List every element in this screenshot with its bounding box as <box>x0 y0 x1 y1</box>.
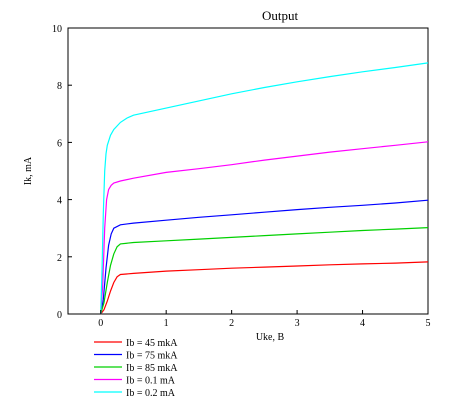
x-axis-label: Uke, B <box>256 332 285 343</box>
series-line-4 <box>100 141 429 315</box>
series-layer <box>100 62 429 315</box>
x-axis-ticks: 0 1 2 3 4 5 <box>98 310 431 329</box>
y-tick-label: 2 <box>57 253 62 264</box>
series-line-2 <box>100 199 429 315</box>
y-tick-label: 0 <box>57 310 62 321</box>
chart-title: Output <box>262 8 299 23</box>
series-line-5 <box>100 62 429 315</box>
series-line-1 <box>100 261 429 315</box>
y-axis-ticks: 0 2 4 6 8 10 <box>52 24 72 321</box>
legend-label-5: Ib = 0.2 mA <box>126 388 176 399</box>
x-tick-label: 2 <box>229 318 234 329</box>
legend-label-1: Ib = 45 mkA <box>126 338 178 349</box>
legend-label-3: Ib = 85 mkA <box>126 363 178 374</box>
series-line-3 <box>100 227 429 315</box>
x-tick-label: 5 <box>426 318 431 329</box>
legend-label-2: Ib = 75 mkA <box>126 351 178 362</box>
x-tick-label: 4 <box>360 318 365 329</box>
y-axis-label: Ik, mA <box>23 156 34 185</box>
y-tick-label: 4 <box>57 196 62 207</box>
y-tick-label: 10 <box>52 24 62 35</box>
y-tick-label: 8 <box>57 81 62 92</box>
x-tick-label: 1 <box>164 318 169 329</box>
x-tick-label: 0 <box>98 318 103 329</box>
plot-frame <box>67 27 429 315</box>
y-tick-label: 6 <box>57 138 62 149</box>
x-tick-label: 3 <box>295 318 300 329</box>
legend-label-4: Ib = 0.1 mA <box>126 376 176 387</box>
